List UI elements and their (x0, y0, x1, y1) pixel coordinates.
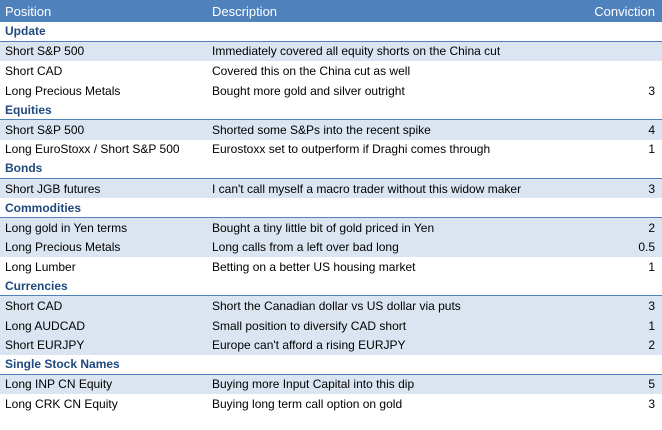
conviction-cell: 0.5 (638, 240, 655, 255)
header-conviction: Conviction (594, 3, 655, 19)
section-title: Update (5, 24, 46, 39)
section-header: Commodities (0, 198, 662, 218)
positions-table: Position Description Conviction Update Sh… (0, 0, 662, 414)
description-cell: Buying long term call option on gold (212, 397, 403, 412)
position-cell: Long gold in Yen terms (5, 220, 128, 235)
table-row: Short JGB futures I can't call myself a m… (0, 178, 662, 199)
conviction-cell: 5 (648, 377, 655, 392)
section-header: Single Stock Names (0, 355, 662, 375)
description-cell: I can't call myself a macro trader witho… (212, 181, 522, 196)
table-row: Short EURJPY Europe can't afford a rising… (0, 335, 662, 356)
description-cell: Shorted some S&Ps into the recent spike (212, 122, 431, 137)
position-cell: Short S&P 500 (5, 44, 85, 59)
section-header: Currencies (0, 277, 662, 297)
position-cell: Short EURJPY (5, 338, 85, 353)
position-cell: Short JGB futures (5, 181, 101, 196)
table-row: Short CAD Covered this on the China cut a… (0, 61, 662, 81)
description-cell: Betting on a better US housing market (212, 259, 416, 274)
header-position: Position (5, 3, 52, 19)
conviction-cell: 3 (648, 397, 655, 412)
description-cell: Small position to diversify CAD short (212, 318, 407, 333)
table-row: Long Precious Metals Bought more gold and… (0, 80, 662, 101)
position-cell: Short CAD (5, 299, 63, 314)
position-cell: Long Precious Metals (5, 83, 121, 98)
section-title: Currencies (5, 279, 68, 294)
position-cell: Long AUDCAD (5, 318, 86, 333)
header-description: Description (212, 3, 278, 19)
position-cell: Long EuroStoxx / Short S&P 500 (5, 142, 180, 157)
table-row: Long Lumber Betting on a better US housin… (0, 257, 662, 277)
section-title: Commodities (5, 200, 82, 215)
table-header: Position Description Conviction (0, 0, 662, 22)
description-cell: Bought a tiny little bit of gold priced … (212, 220, 435, 235)
position-cell: Long INP CN Equity (5, 377, 113, 392)
conviction-cell: 3 (648, 299, 655, 314)
conviction-cell: 2 (648, 220, 655, 235)
table-row: Long gold in Yen terms Bought a tiny litt… (0, 217, 662, 238)
conviction-cell: 2 (648, 338, 655, 353)
conviction-cell: 1 (648, 142, 655, 157)
position-cell: Long Precious Metals (5, 240, 121, 255)
description-cell: Immediately covered all equity shorts on… (212, 44, 501, 59)
conviction-cell: 4 (648, 122, 655, 137)
conviction-cell: 3 (648, 83, 655, 98)
description-cell: Buying more Input Capital into this dip (212, 377, 415, 392)
section-title: Single Stock Names (5, 357, 120, 372)
description-cell: Short the Canadian dollar vs US dollar v… (212, 299, 461, 314)
table-body: Update Short S&P 500 Immediately covered a… (0, 22, 662, 414)
description-cell: Bought more gold and silver outright (212, 83, 405, 98)
description-cell: Eurostoxx set to outperform if Draghi co… (212, 142, 491, 157)
position-cell: Long Lumber (5, 259, 76, 274)
conviction-cell: 1 (648, 259, 655, 274)
table-row: Long EuroStoxx / Short S&P 500 Eurostoxx … (0, 139, 662, 160)
table-row: Short S&P 500 Immediately covered all equ… (0, 41, 662, 62)
table-row: Long CRK CN Equity Buying long term call … (0, 394, 662, 414)
section-title: Bonds (5, 161, 43, 176)
section-title: Equities (5, 102, 52, 117)
section-header: Update (0, 22, 662, 42)
table-row: Long Precious Metals Long calls from a le… (0, 237, 662, 258)
table-row: Short CAD Short the Canadian dollar vs US… (0, 296, 662, 316)
table-row: Long AUDCAD Small position to diversify C… (0, 315, 662, 336)
description-cell: Covered this on the China cut as well (212, 63, 411, 78)
table-row: Short S&P 500 Shorted some S&Ps into the … (0, 119, 662, 140)
position-cell: Short CAD (5, 63, 63, 78)
description-cell: Europe can't afford a rising EURJPY (212, 338, 406, 353)
position-cell: Long CRK CN Equity (5, 397, 118, 412)
conviction-cell: 3 (648, 181, 655, 196)
position-cell: Short S&P 500 (5, 122, 85, 137)
description-cell: Long calls from a left over bad long (212, 240, 399, 255)
section-header: Bonds (0, 159, 662, 179)
table-row: Long INP CN Equity Buying more Input Capi… (0, 374, 662, 395)
conviction-cell: 1 (648, 318, 655, 333)
section-header: Equities (0, 100, 662, 120)
